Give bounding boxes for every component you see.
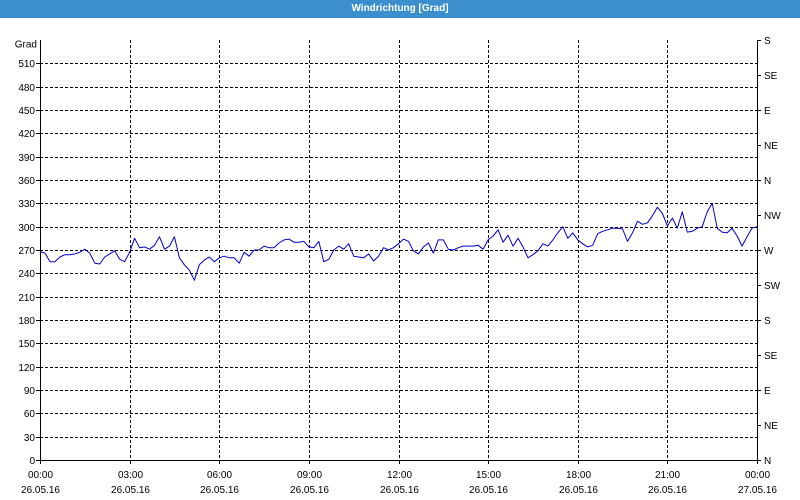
x-tick-date-label: 26.05.16	[380, 485, 419, 496]
y2-tick-label: E	[764, 386, 771, 397]
x-tick-time-label: 15:00	[476, 470, 501, 481]
x-tick-time-label: 21:00	[655, 470, 680, 481]
x-tick-date-label: 27.05.16	[738, 485, 777, 496]
x-tick-date-label: 26.05.16	[200, 485, 239, 496]
y-tick-label: 270	[18, 246, 35, 257]
y2-tick-label: W	[764, 246, 774, 257]
series-line	[39, 202, 758, 281]
y2-tick-label: NE	[764, 141, 778, 152]
y2-tick-label: NW	[764, 211, 781, 222]
chart-title: Windrichtung [Grad]	[0, 0, 800, 18]
gridlines	[40, 40, 757, 460]
axes	[36, 40, 761, 464]
series-layer	[39, 202, 758, 281]
y-tick-label: 480	[18, 83, 35, 94]
y-tick-label: 210	[18, 293, 35, 304]
x-tick-time-label: 18:00	[566, 470, 591, 481]
y-tick-label: 300	[18, 223, 35, 234]
x-tick-time-label: 00:00	[745, 470, 770, 481]
y2-tick-label: NE	[764, 421, 778, 432]
y2-tick-label: E	[764, 106, 771, 117]
y2-tick-label: S	[764, 316, 771, 327]
y-tick-label: 330	[18, 199, 35, 210]
y-tick-label: 420	[18, 129, 35, 140]
x-tick-date-label: 26.05.16	[21, 485, 60, 496]
y-tick-label: 0	[29, 456, 35, 467]
y2-tick-label: SW	[764, 281, 781, 292]
x-tick-date-label: 26.05.16	[469, 485, 508, 496]
axis-labels: 0 30 60 90 120 150 180 210 240 270 300 330 360 390 420…	[18, 36, 781, 496]
x-tick-date-label: 26.05.16	[111, 485, 150, 496]
y2-tick-label: N	[764, 176, 771, 187]
y-tick-label: 390	[18, 153, 35, 164]
x-tick-date-label: 26.05.16	[290, 485, 329, 496]
y2-tick-label: SE	[764, 351, 778, 362]
y-tick-label: 360	[18, 176, 35, 187]
y-tick-label: 510	[18, 59, 35, 70]
y-tick-label: 450	[18, 106, 35, 117]
x-tick-time-label: 09:00	[297, 470, 322, 481]
y-tick-label: 60	[24, 409, 36, 420]
y2-tick-label: S	[764, 36, 771, 47]
y-tick-label: 240	[18, 269, 35, 280]
y-axis-title: Grad	[15, 40, 37, 51]
y-tick-label: 90	[24, 386, 36, 397]
y-tick-label: 180	[18, 316, 35, 327]
x-tick-time-label: 12:00	[387, 470, 412, 481]
y-tick-label: 30	[24, 433, 36, 444]
y2-tick-label: SE	[764, 71, 778, 82]
x-tick-time-label: 00:00	[28, 470, 53, 481]
y-tick-label: 150	[18, 339, 35, 350]
y-tick-label: 120	[18, 363, 35, 374]
x-tick-date-label: 26.05.16	[648, 485, 687, 496]
x-tick-date-label: 26.05.16	[559, 485, 598, 496]
x-tick-time-label: 03:00	[118, 470, 143, 481]
y2-tick-label: N	[764, 456, 771, 467]
x-tick-time-label: 06:00	[207, 470, 232, 481]
